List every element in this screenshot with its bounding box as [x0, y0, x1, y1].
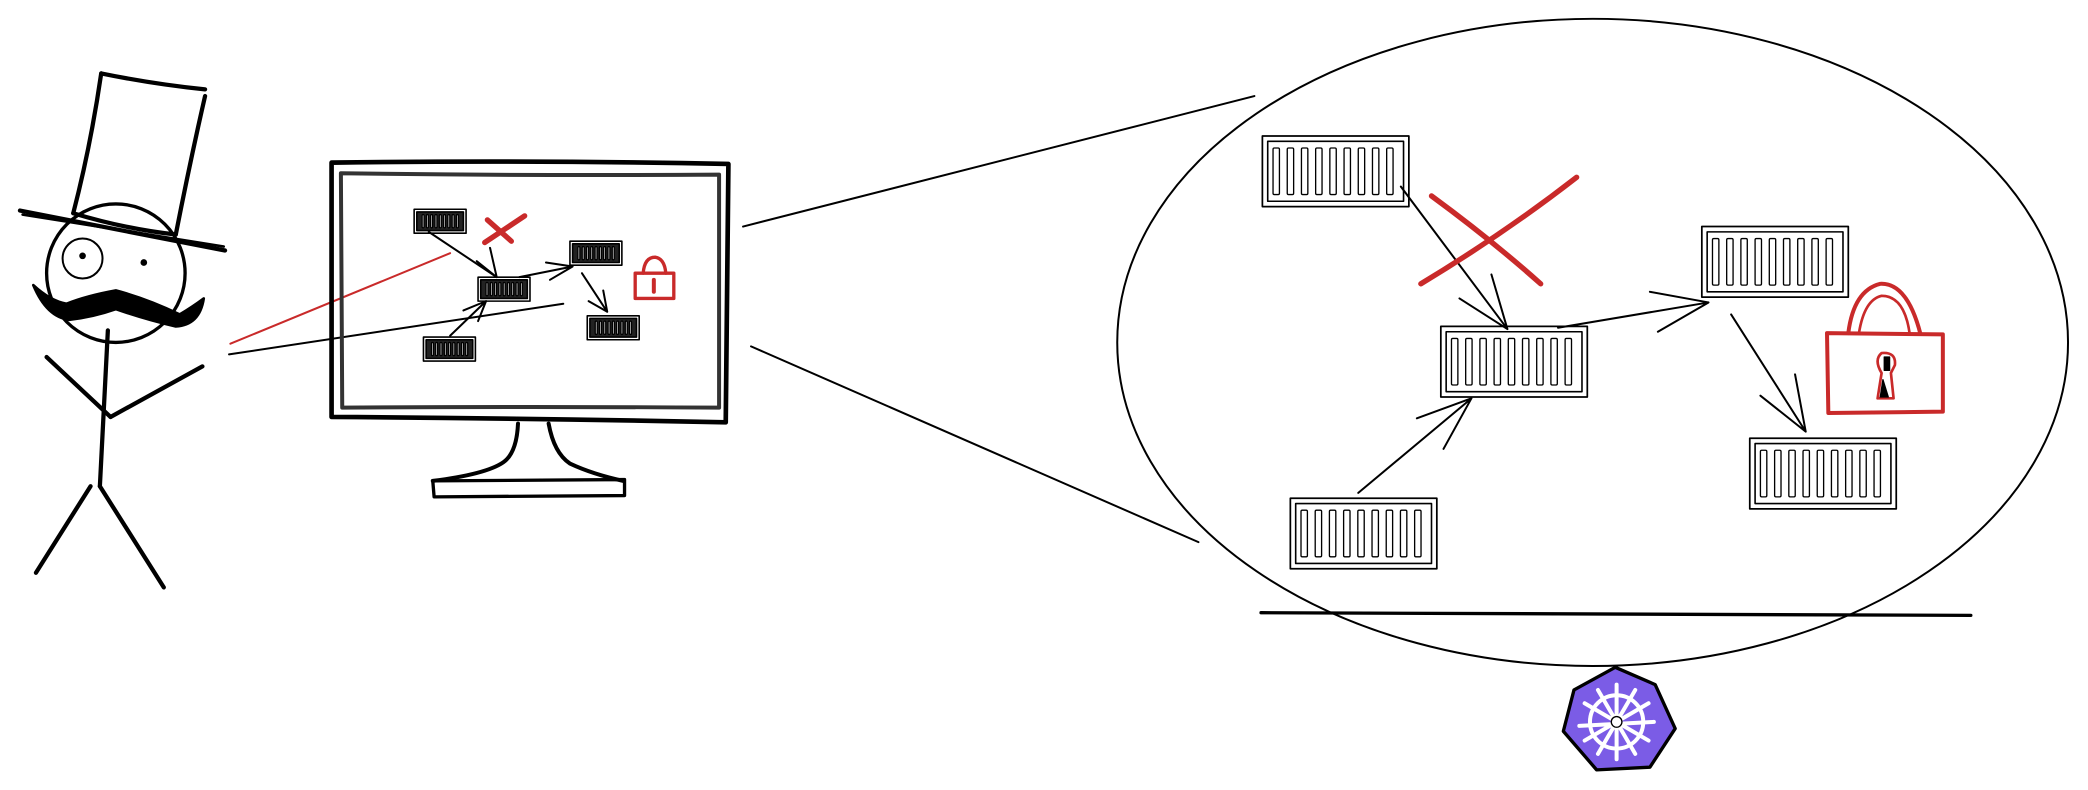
cluster-arrows	[1357, 185, 1807, 494]
container-icon	[1748, 437, 1898, 510]
person-figure	[17, 71, 228, 590]
monitor	[329, 159, 731, 499]
arm-left	[44, 354, 113, 420]
arrow	[1399, 185, 1509, 331]
kubernetes-logo-icon	[1561, 665, 1677, 772]
container-icon	[1439, 325, 1589, 398]
eye	[140, 259, 148, 266]
lock-icon	[633, 255, 676, 301]
mustache	[31, 283, 206, 328]
monitor-mini-diagram	[427, 230, 609, 337]
monitor-stand	[430, 421, 626, 483]
cluster-zoom-ellipse	[1116, 17, 2070, 667]
container-icon	[586, 314, 640, 341]
top-hat-icon	[17, 71, 228, 253]
container-icon	[422, 336, 477, 362]
gaze-line	[228, 302, 565, 356]
container-icon	[569, 240, 623, 266]
arrow	[1557, 290, 1710, 333]
container-icon	[413, 208, 467, 235]
red-x-icon	[482, 213, 528, 246]
leg-right	[97, 484, 166, 590]
arrow	[1357, 397, 1473, 494]
lock-icon	[1825, 281, 1945, 415]
head	[44, 202, 187, 345]
zoom-line-bottom	[750, 345, 1200, 544]
container-icon	[477, 276, 531, 302]
container-icon	[1261, 135, 1410, 208]
cluster-baseline	[1259, 611, 1973, 618]
container-icon	[1289, 497, 1438, 570]
monitor-base	[431, 477, 627, 499]
container-icon	[1700, 225, 1850, 298]
monocle-icon	[61, 237, 104, 280]
arm-right	[108, 364, 205, 420]
leg-left	[33, 484, 93, 575]
zoom-line-top	[742, 95, 1256, 228]
arrow	[1730, 313, 1807, 433]
red-x-icon	[1418, 174, 1580, 287]
eye	[79, 252, 86, 260]
